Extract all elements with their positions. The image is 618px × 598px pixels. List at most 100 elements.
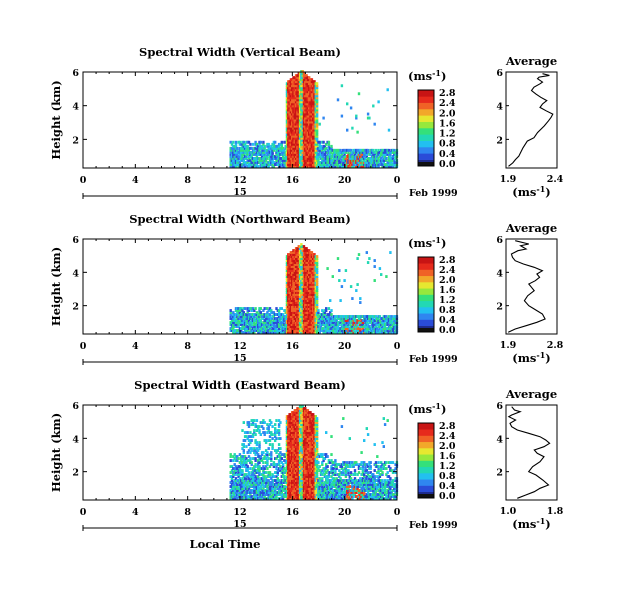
heatmap-cell [293,155,296,158]
heatmap-cell [292,159,295,162]
heatmap-cell [253,148,256,152]
heatmap-cell [349,325,353,328]
heatmap-cell [380,153,383,156]
heatmap-cell [373,157,376,160]
heatmap-cell [304,110,307,114]
heatmap-cell [258,495,261,498]
heatmap-cell [255,146,259,150]
heatmap-cell [272,161,276,164]
heatmap-cell [301,146,304,150]
heatmap-cell [319,317,323,320]
heatmap-cell [257,487,260,490]
heatmap-cell [279,157,282,160]
heatmap-cell [309,140,312,144]
heatmap-cell [291,319,294,322]
heatmap-cell [322,155,325,158]
heatmap-cell [349,331,353,334]
heatmap-cell [259,421,262,424]
heatmap-cell [386,331,389,334]
heatmap-cell [291,151,294,154]
heatmap-cell [305,269,308,272]
heatmap-cell [368,161,371,164]
x-tick-label: 4 [132,175,139,186]
heatmap-cell [292,327,295,330]
heatmap-cell [260,489,264,492]
heatmap-cell [293,259,296,262]
heatmap-cell [334,327,337,330]
heatmap-cell [301,305,304,308]
heatmap-cell [393,321,396,324]
heatmap-cell [287,116,290,120]
heatmap-cell [314,134,317,138]
heatmap-cell [280,327,283,330]
heatmap-cell [275,317,278,320]
heatmap-cell [314,144,317,148]
heatmap-cell [302,102,306,106]
heatmap-cell [339,321,342,324]
heatmap-cell [391,331,395,334]
heatmap-cell [283,148,286,152]
heatmap-cell [257,321,260,324]
heatmap-cell [315,100,319,104]
heatmap-cell [309,84,312,88]
heatmap-cell [365,331,368,334]
heatmap-cell [330,161,333,164]
heatmap-cell [272,148,276,152]
heatmap-cell [280,331,283,334]
heatmap-cell [296,307,299,310]
unit-exp: -1 [536,350,545,360]
heatmap-cell [305,253,308,256]
heatmap-cell [351,319,354,322]
heatmap-cell [275,485,278,488]
heatmap-cell [288,100,291,104]
heatmap-cell [298,100,302,104]
heatmap-cell [310,255,314,258]
heatmap-cell [250,481,253,484]
heatmap-cell [308,130,311,134]
heatmap-cell [285,257,289,260]
heatmap-cell [259,146,262,150]
heatmap-cell [294,161,298,164]
heatmap-cell [287,261,290,264]
heatmap-cell [267,447,270,450]
heatmap-cell [325,307,328,310]
heatmap-cell [308,287,311,290]
heatmap-cell [291,114,294,118]
heatmap-cell [241,165,244,168]
heatmap-cell [257,453,260,456]
heatmap-cell [260,315,264,318]
heatmap-cell [315,259,319,262]
heatmap-cell [245,325,248,328]
heatmap-cell [292,301,295,304]
heatmap-cell [314,88,317,92]
heatmap-cell [323,321,327,324]
heatmap-cell [281,327,285,330]
heatmap-cell [356,155,359,158]
heatmap-cell [293,289,296,292]
heatmap-cell [263,457,266,460]
heatmap-cell [292,98,295,102]
heatmap-cell [292,263,295,266]
heatmap-cell [283,455,286,458]
heatmap-cell [243,435,247,438]
heatmap-cell [288,108,291,112]
heatmap-cell [314,297,317,300]
heatmap-cell [294,104,298,108]
heatmap-cell [352,157,355,160]
heatmap-cell [279,165,282,168]
heatmap-cell [270,433,273,436]
heatmap-cell [292,92,295,96]
heatmap-cell [243,161,247,164]
heatmap-cell [285,102,289,106]
heatmap-cell [349,161,353,164]
heatmap-cell [298,96,302,100]
heatmap-cell [291,261,294,264]
heatmap-cell [301,295,304,298]
heatmap-cell [310,311,314,314]
heatmap-cell [393,327,396,330]
heatmap-cell [294,291,298,294]
heatmap-cell [234,151,238,154]
heatmap-cell [306,307,310,310]
heatmap-cell [348,327,351,330]
heatmap-cell [298,317,302,320]
